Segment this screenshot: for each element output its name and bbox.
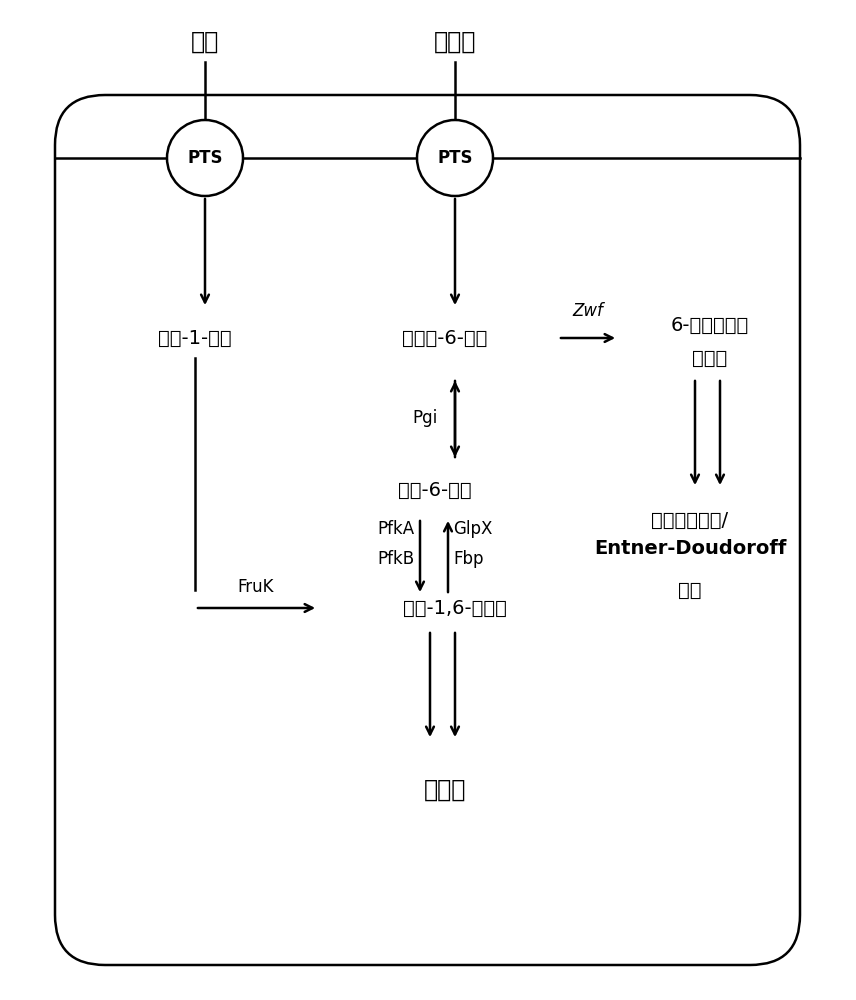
Text: GlpX: GlpX	[453, 520, 492, 538]
Text: 葡萄糖: 葡萄糖	[434, 30, 476, 54]
Text: 途径: 途径	[678, 580, 702, 599]
Text: FruK: FruK	[238, 578, 274, 596]
Text: 果糖: 果糖	[191, 30, 219, 54]
Text: 6-磷酸葡萄糖: 6-磷酸葡萄糖	[671, 316, 749, 334]
Text: 糖酵解: 糖酵解	[424, 778, 467, 802]
Text: PTS: PTS	[437, 149, 473, 167]
Text: 磷酸戊糖途径/: 磷酸戊糖途径/	[651, 510, 728, 530]
Text: 果糖-6-磷酸: 果糖-6-磷酸	[398, 481, 472, 499]
Text: Zwf: Zwf	[573, 302, 603, 320]
Text: 葡萄糖-6-磷酸: 葡萄糖-6-磷酸	[402, 328, 488, 348]
Text: Fbp: Fbp	[453, 550, 484, 568]
Text: Entner-Doudoroff: Entner-Doudoroff	[594, 538, 786, 558]
Circle shape	[417, 120, 493, 196]
Text: 酸内酯: 酸内酯	[693, 349, 728, 367]
Text: Pgi: Pgi	[413, 409, 438, 427]
Text: PTS: PTS	[187, 149, 223, 167]
Text: PfkA: PfkA	[377, 520, 415, 538]
FancyBboxPatch shape	[55, 95, 800, 965]
Text: 果糖-1-磷酸: 果糖-1-磷酸	[158, 328, 232, 348]
Text: 果糖-1,6-二磷酸: 果糖-1,6-二磷酸	[403, 598, 507, 617]
Circle shape	[167, 120, 243, 196]
Text: PfkB: PfkB	[377, 550, 415, 568]
